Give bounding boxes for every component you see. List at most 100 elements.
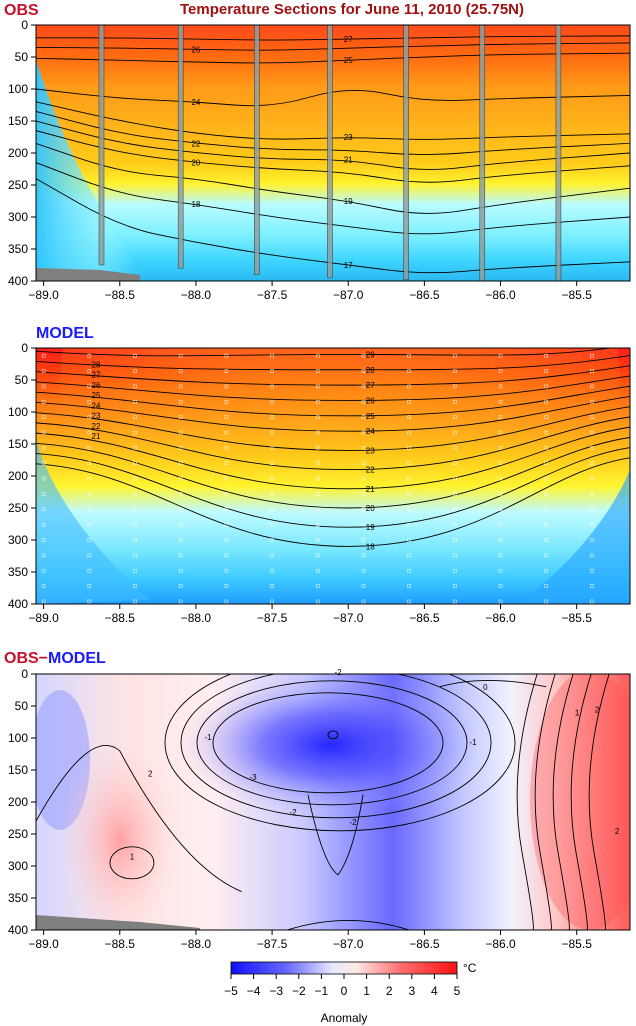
grid-marker: [544, 353, 549, 358]
y-tick-label: 150: [8, 763, 28, 777]
grid-marker: [407, 369, 411, 373]
grid-marker: [41, 507, 46, 512]
grid-marker: [590, 384, 594, 389]
grid-marker: [178, 553, 183, 558]
panel-label-anomaly: OBS−MODEL: [4, 650, 106, 667]
grid-marker: [361, 461, 366, 466]
grid-marker: [270, 584, 274, 588]
grid-marker: [87, 353, 92, 358]
grid-marker: [224, 522, 229, 527]
grid-marker: [133, 476, 137, 481]
contour-line: [570, 674, 592, 930]
panel-label-model: MODEL: [36, 325, 94, 342]
station-profile: [254, 25, 260, 275]
grid-marker: [453, 384, 457, 389]
x-tick-label: −87.5: [257, 937, 288, 951]
grid-marker: [178, 507, 183, 512]
grid-marker: [544, 538, 549, 542]
contour-line: [307, 794, 364, 876]
contour-label: 25: [92, 391, 101, 400]
grid-marker: [315, 399, 320, 404]
y-tick-label: 200: [8, 146, 28, 160]
grid-marker: [590, 476, 594, 481]
contour-label: 25: [366, 412, 375, 421]
grid-marker: [453, 492, 457, 496]
contour-label: 26: [191, 45, 200, 54]
grid-marker: [41, 384, 46, 389]
grid-marker: [407, 461, 411, 466]
x-tick-label: −87.5: [257, 611, 288, 625]
grid-marker: [178, 599, 183, 604]
grid-marker: [224, 461, 229, 466]
grid-marker: [498, 353, 503, 358]
grid-marker: [133, 384, 137, 389]
grid-marker: [544, 492, 549, 496]
contour-label: 0: [483, 683, 488, 692]
grid-marker: [315, 568, 320, 573]
grid-marker: [361, 522, 366, 527]
y-tick-label: 150: [8, 437, 28, 451]
contour-label: 1: [575, 709, 580, 718]
grid-marker: [87, 461, 92, 466]
grid-marker: [498, 553, 503, 558]
grid-marker: [590, 415, 594, 419]
grid-marker: [315, 353, 320, 358]
grid-marker: [453, 446, 457, 450]
y-tick-label: 200: [8, 469, 28, 483]
y-tick-label: 100: [8, 82, 28, 96]
grid-marker: [453, 399, 457, 404]
contour-label: 29: [366, 350, 375, 359]
grid-marker: [87, 384, 92, 389]
contour-line: [36, 162, 630, 235]
grid-marker: [133, 568, 137, 573]
contour-line: [36, 354, 630, 371]
contour-line: [212, 692, 444, 794]
contour-line: [36, 348, 614, 357]
grid-marker: [87, 522, 92, 527]
grid-marker: [498, 415, 503, 419]
y-tick-label: 400: [8, 923, 28, 937]
grid-marker: [361, 430, 366, 435]
contour-label: -2: [289, 808, 297, 817]
contour-line: [196, 680, 468, 806]
grid-marker: [224, 430, 229, 435]
grid-marker: [133, 599, 137, 604]
y-tick-label: 250: [8, 501, 28, 515]
grid-marker: [133, 399, 137, 404]
colorbar-tick-label: −4: [247, 984, 261, 998]
grid-marker: [270, 353, 274, 358]
grid-marker: [407, 584, 411, 588]
grid-marker: [178, 446, 183, 450]
x-tick-label: −86.0: [485, 288, 516, 302]
grid-marker: [407, 399, 411, 404]
grid-marker: [498, 461, 503, 466]
grid-marker: [178, 415, 183, 419]
contour-line: [164, 674, 516, 832]
grid-marker: [270, 446, 274, 450]
grid-marker: [544, 507, 549, 512]
grid-marker: [87, 415, 92, 419]
colorbar-tick-label: −3: [269, 984, 283, 998]
grid-marker: [361, 568, 366, 573]
grid-marker: [178, 384, 183, 389]
grid-marker: [41, 568, 46, 573]
contour-label: 20: [366, 504, 375, 513]
colorbar-tick-label: 2: [386, 984, 393, 998]
contour-label: 28: [92, 360, 101, 369]
grid-marker: [453, 461, 457, 466]
grid-marker: [453, 353, 457, 358]
grid-marker: [544, 415, 549, 419]
grid-marker: [87, 492, 92, 496]
grid-marker: [315, 369, 320, 373]
contour-label: 27: [92, 371, 101, 380]
x-tick-label: −89.0: [28, 611, 59, 625]
grid-marker: [407, 522, 411, 527]
grid-marker: [270, 599, 274, 604]
grid-marker: [544, 369, 549, 373]
grid-marker: [270, 369, 274, 373]
contour-label: 23: [344, 133, 353, 142]
grid-marker: [590, 568, 594, 573]
grid-marker: [590, 446, 594, 450]
x-tick-label: −86.0: [485, 611, 516, 625]
contour-label: 2: [615, 827, 620, 836]
